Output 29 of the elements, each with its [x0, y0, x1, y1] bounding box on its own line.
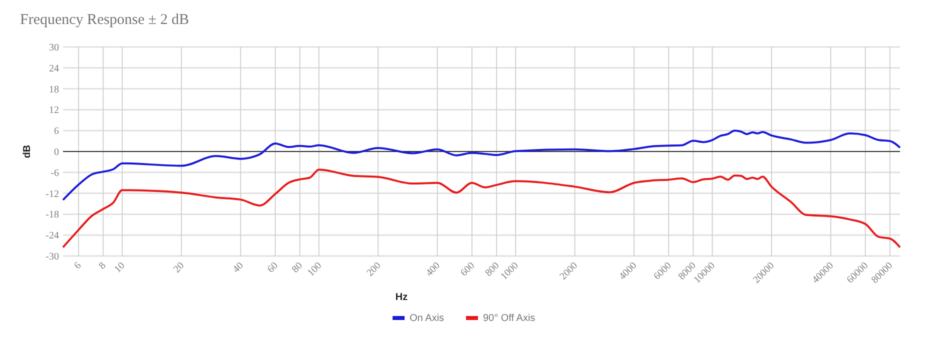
x-tick-label: 200: [364, 260, 384, 279]
x-axis-title: Hz: [395, 292, 408, 303]
y-tick-label: -18: [46, 210, 59, 221]
x-tick-label: 20: [172, 260, 187, 276]
chart-title: Frequency Response ± 2 dB: [20, 12, 190, 28]
x-tick-label: 100: [306, 260, 324, 279]
y-tick-label: -6: [50, 168, 59, 179]
y-tick-label: -24: [46, 230, 59, 242]
legend-label: 90° Off Axis: [483, 313, 536, 324]
y-tick-label: 30: [49, 42, 59, 54]
y-tick-label: 6: [54, 126, 59, 138]
x-tick-label: 600: [458, 260, 478, 279]
y-tick-label: 12: [49, 105, 59, 116]
y-tick-label: 24: [49, 63, 59, 74]
x-tick-label: 4000: [617, 260, 640, 282]
y-tick-label: 18: [49, 84, 59, 96]
y-tick-label: -30: [46, 252, 59, 262]
x-tick-label: 10: [112, 260, 128, 276]
x-tick-label: 400: [424, 260, 442, 279]
y-tick-label: -12: [46, 188, 59, 200]
x-tick-label: 80: [290, 260, 305, 276]
x-tick-label: 6000: [652, 260, 674, 282]
x-tick-label: 40: [230, 260, 246, 276]
x-tick-label: 60: [266, 260, 280, 276]
y-tick-label: 0: [54, 147, 59, 158]
x-tick-label: 8: [96, 260, 108, 272]
x-tick-label: 6: [72, 260, 84, 272]
legend-label: On Axis: [410, 313, 444, 324]
y-axis-title: dB: [22, 144, 33, 158]
